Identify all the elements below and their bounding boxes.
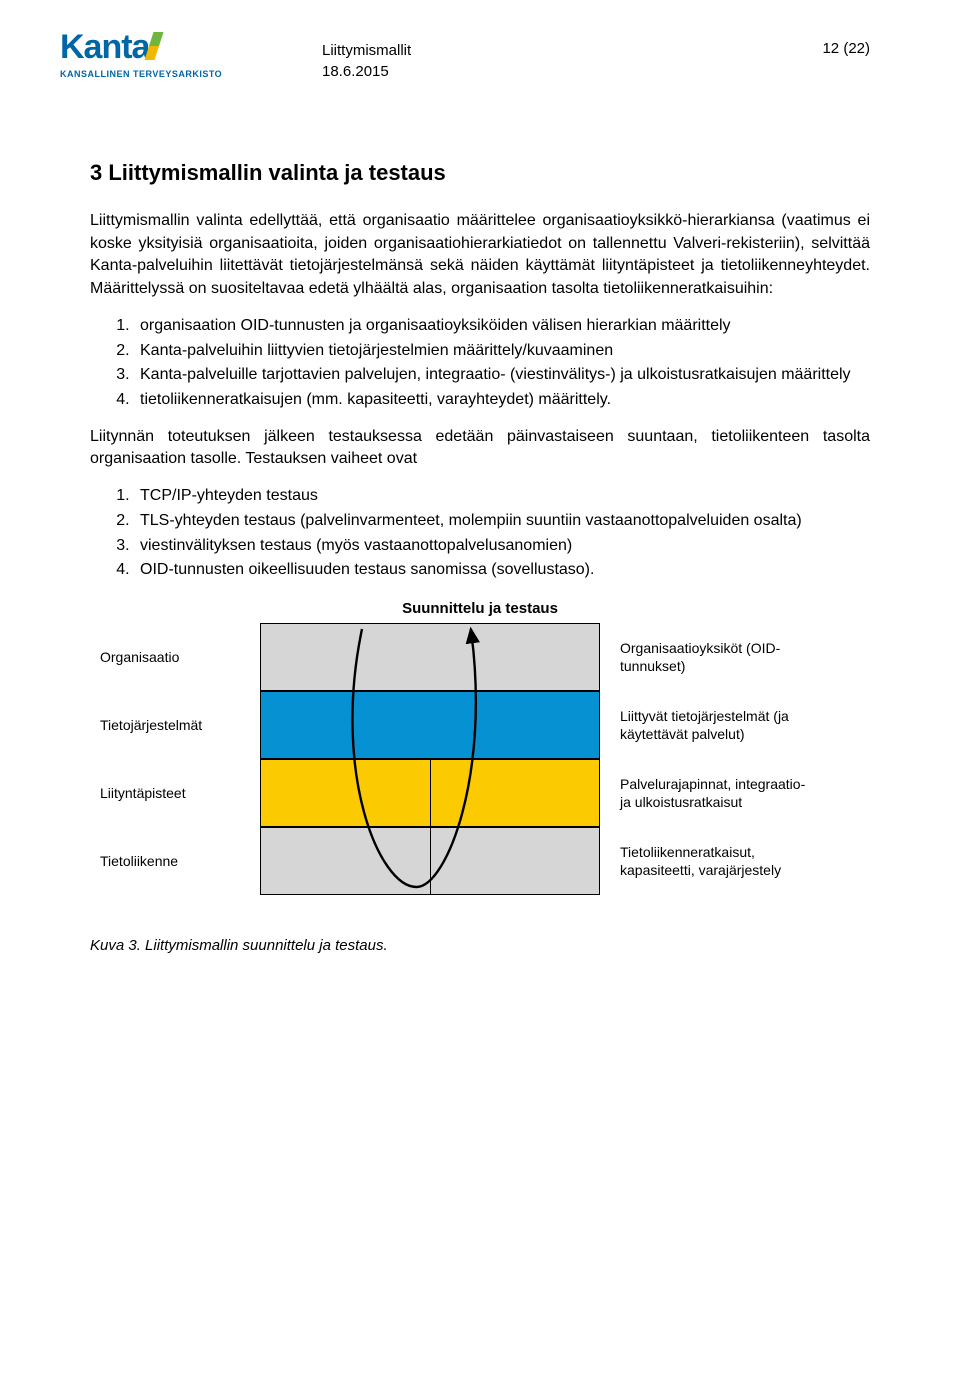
doc-title: Liittymismallit [322, 40, 411, 61]
diagram-title: Suunnittelu ja testaus [90, 600, 870, 617]
diagram-row-desc: Organisaatioyksiköt (OID-tunnukset) [600, 639, 810, 675]
page-number: 12 (22) [822, 40, 870, 57]
diagram-row: Liityntäpisteet Palvelurajapinnat, integr… [90, 759, 870, 827]
list-1: organisaation OID-tunnusten ja organisaa… [90, 315, 870, 412]
list-item: viestinvälityksen testaus (myös vastaano… [134, 535, 870, 558]
paragraph-2: Liitynnän toteutuksen jälkeen testaukses… [90, 426, 870, 471]
list-item: Kanta-palveluille tarjottavien palveluje… [134, 364, 870, 387]
list-item: OID-tunnusten oikeellisuuden testaus san… [134, 559, 870, 582]
diagram: Suunnittelu ja testaus OrganisaatioOrgan… [90, 600, 870, 895]
section-heading: 3 Liittymismallin valinta ja testaus [90, 160, 870, 186]
doc-date: 18.6.2015 [322, 61, 411, 82]
diagram-row-desc: Tietoliikenneratkaisut, kapasiteetti, va… [600, 843, 810, 879]
logo: Kanta KANSALLINEN TERVEYSARKISTO [60, 28, 222, 79]
logo-label: Kanta [60, 28, 149, 66]
diagram-row-label: Liityntäpisteet [90, 785, 260, 801]
diagram-row-label: Tietojärjestelmät [90, 717, 260, 733]
list-item: tietoliikenneratkaisujen (mm. kapasiteet… [134, 389, 870, 412]
content: 3 Liittymismallin valinta ja testaus Lii… [90, 160, 870, 954]
diagram-box [260, 691, 600, 759]
diagram-rows: Organisaatio Organisaatioyksiköt (OID-tun… [90, 623, 870, 895]
diagram-box [260, 623, 600, 691]
diagram-row-label: Tietoliikenne [90, 853, 260, 869]
diagram-row-desc: Liittyvät tietojärjestelmät (ja käytettä… [600, 707, 810, 743]
diagram-box [260, 759, 600, 827]
list-item: TLS-yhteyden testaus (palvelinvarmenteet… [134, 510, 870, 533]
list-item: Kanta-palveluihin liittyvien tietojärjes… [134, 340, 870, 363]
header-center: Liittymismallit 18.6.2015 [322, 40, 411, 82]
paragraph-1: Liittymismallin valinta edellyttää, että… [90, 210, 870, 301]
list-item: organisaation OID-tunnusten ja organisaa… [134, 315, 870, 338]
diagram-row: Tietojärjestelmät Liittyvät tietojärjeste… [90, 691, 870, 759]
logo-text: Kanta [60, 28, 222, 67]
figure-caption: Kuva 3. Liittymismallin suunnittelu ja t… [90, 937, 870, 954]
diagram-box [260, 827, 600, 895]
list-2: TCP/IP-yhteyden testaus TLS-yhteyden tes… [90, 485, 870, 582]
list-item: TCP/IP-yhteyden testaus [134, 485, 870, 508]
diagram-row: Organisaatio Organisaatioyksiköt (OID-tun… [90, 623, 870, 691]
logo-subtitle: KANSALLINEN TERVEYSARKISTO [60, 69, 222, 79]
diagram-row: Tietoliikenne Tietoliikenneratkaisut, kap… [90, 827, 870, 895]
diagram-row-desc: Palvelurajapinnat, integraatio- ja ulkoi… [600, 775, 810, 811]
diagram-row-label: Organisaatio [90, 649, 260, 665]
